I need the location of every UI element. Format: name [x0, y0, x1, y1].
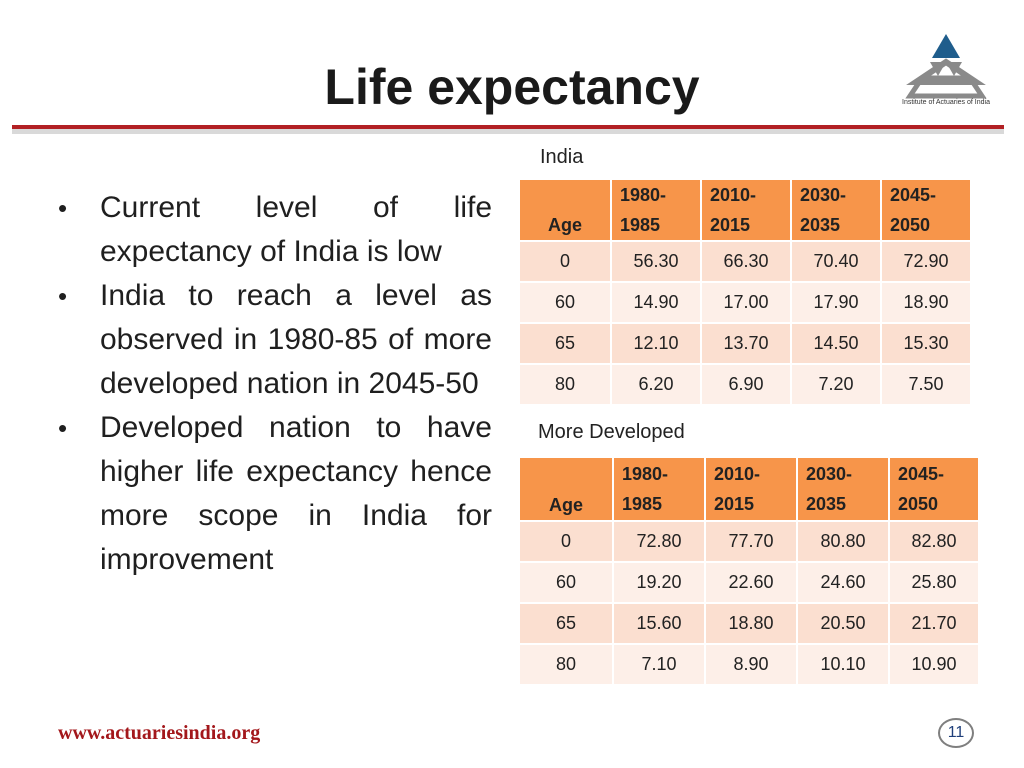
page-number: 11: [938, 718, 974, 748]
table-cell: 66.30: [702, 242, 792, 283]
bullet-item: • India to reach a level as observed in …: [56, 274, 492, 406]
india-table-caption: India: [540, 146, 584, 168]
table-cell: 24.60: [798, 563, 890, 604]
table-cell: 60: [520, 283, 612, 324]
table-cell: 7.10: [614, 645, 706, 686]
india-life-table: Age 1980- 1985 2010- 2015 2030- 2035 2045- 2…: [520, 180, 972, 406]
bullet-dot-icon: •: [58, 413, 68, 443]
table-cell: 10.90: [890, 645, 980, 686]
table-cell: 21.70: [890, 604, 980, 645]
table-cell: 10.10: [798, 645, 890, 686]
table-cell: 19.20: [614, 563, 706, 604]
table-cell: 0: [520, 242, 612, 283]
table-cell: 18.90: [882, 283, 972, 324]
bullet-text: India to reach a level as observed in 19…: [100, 279, 492, 400]
table-row: 0 72.80 77.70 80.80 82.80: [520, 522, 980, 563]
table-cell: 7.20: [792, 365, 882, 406]
table-cell: 14.50: [792, 324, 882, 365]
table-row: 80 7.10 8.90 10.10 10.90: [520, 645, 980, 686]
table-row: 0 56.30 66.30 70.40 72.90: [520, 242, 972, 283]
header-period: 2010- 2015: [702, 180, 792, 242]
table-cell: 18.80: [706, 604, 798, 645]
table-row: 60 19.20 22.60 24.60 25.80: [520, 563, 980, 604]
table-row: 60 14.90 17.00 17.90 18.90: [520, 283, 972, 324]
table-header-row: Age 1980- 1985 2010- 2015 2030- 2035 2045- 2…: [520, 180, 972, 242]
table-cell: 72.80: [614, 522, 706, 563]
table-cell: 12.10: [612, 324, 702, 365]
header-period: 1980- 1985: [614, 458, 706, 522]
bullet-list: • Current level of life expectancy of In…: [56, 186, 492, 582]
table-cell: 7.50: [882, 365, 972, 406]
logo-org-text: Institute of Actuaries of India: [902, 99, 990, 106]
header-period: 2030- 2035: [798, 458, 890, 522]
table-cell: 17.00: [702, 283, 792, 324]
table-row: 65 15.60 18.80 20.50 21.70: [520, 604, 980, 645]
header-age: Age: [520, 180, 612, 242]
table-cell: 0: [520, 522, 614, 563]
table-cell: 82.80: [890, 522, 980, 563]
table-cell: 13.70: [702, 324, 792, 365]
table-row: 80 6.20 6.90 7.20 7.50: [520, 365, 972, 406]
table-cell: 25.80: [890, 563, 980, 604]
table-header-row: Age 1980- 1985 2010- 2015 2030- 2035 2045- 2…: [520, 458, 980, 522]
header-period: 2030- 2035: [792, 180, 882, 242]
table-cell: 65: [520, 324, 612, 365]
developed-life-table: Age 1980- 1985 2010- 2015 2030- 2035 2045- 2…: [520, 458, 980, 686]
table-cell: 15.60: [614, 604, 706, 645]
title-divider: [12, 125, 1004, 129]
bullet-text: Developed nation to have higher life exp…: [100, 411, 492, 576]
title-divider-shadow: [12, 128, 1004, 134]
table-cell: 17.90: [792, 283, 882, 324]
iai-logo-icon: [905, 34, 987, 99]
table-cell: 20.50: [798, 604, 890, 645]
table-cell: 70.40: [792, 242, 882, 283]
table-cell: 15.30: [882, 324, 972, 365]
footer-url-link[interactable]: www.actuariesindia.org: [58, 722, 261, 744]
table-cell: 6.20: [612, 365, 702, 406]
table-cell: 80.80: [798, 522, 890, 563]
header-age: Age: [520, 458, 614, 522]
table-cell: 22.60: [706, 563, 798, 604]
table-cell: 80: [520, 365, 612, 406]
header-period: 1980- 1985: [612, 180, 702, 242]
bullet-dot-icon: •: [58, 193, 68, 223]
table-cell: 56.30: [612, 242, 702, 283]
table-cell: 14.90: [612, 283, 702, 324]
bullet-text: Current level of life expectancy of Indi…: [100, 191, 492, 268]
bullet-item: • Developed nation to have higher life e…: [56, 406, 492, 582]
header-period: 2045- 2050: [882, 180, 972, 242]
table-cell: 8.90: [706, 645, 798, 686]
bullet-item: • Current level of life expectancy of In…: [56, 186, 492, 274]
table-cell: 80: [520, 645, 614, 686]
developed-table-caption: More Developed: [538, 421, 685, 443]
table-cell: 72.90: [882, 242, 972, 283]
table-cell: 77.70: [706, 522, 798, 563]
header-period: 2045- 2050: [890, 458, 980, 522]
header-period: 2010- 2015: [706, 458, 798, 522]
bullet-dot-icon: •: [58, 281, 68, 311]
slide-title: Life expectancy: [324, 59, 700, 115]
table-cell: 65: [520, 604, 614, 645]
table-cell: 6.90: [702, 365, 792, 406]
table-row: 65 12.10 13.70 14.50 15.30: [520, 324, 972, 365]
table-cell: 60: [520, 563, 614, 604]
